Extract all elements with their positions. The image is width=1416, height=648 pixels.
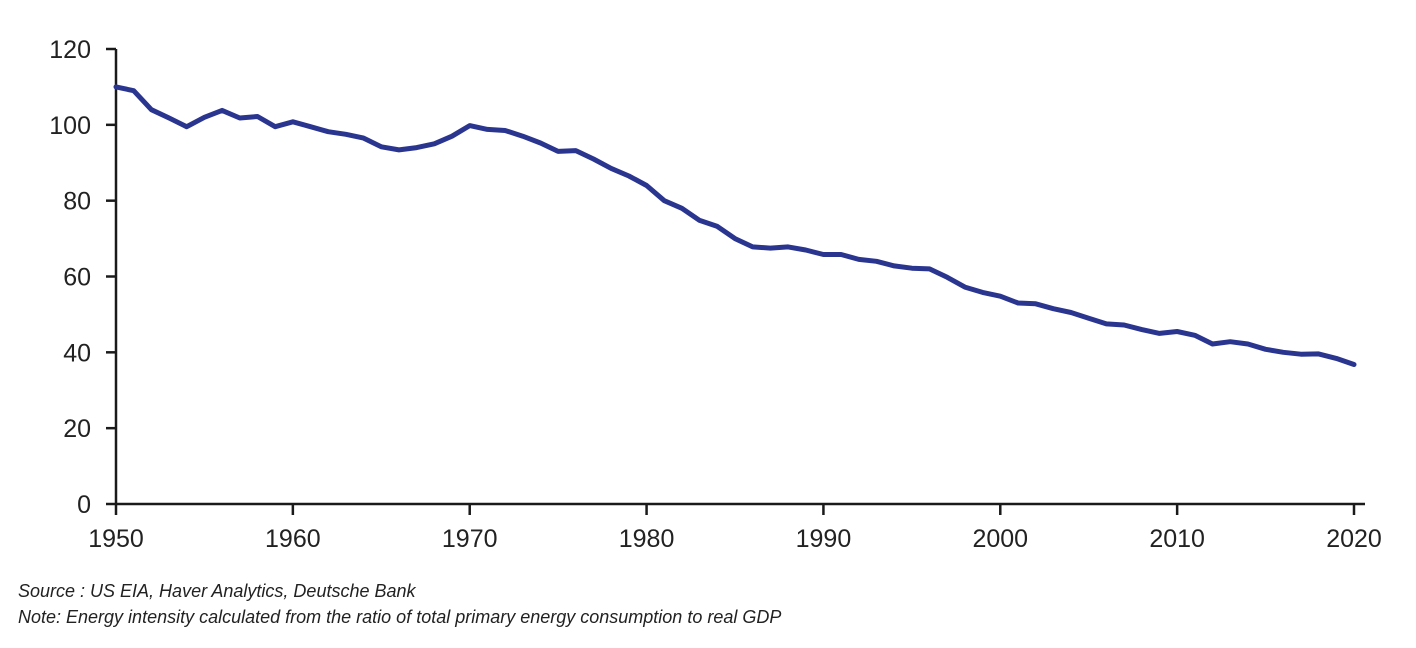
x-tick-label: 1970 xyxy=(442,525,498,553)
y-tick-label: 60 xyxy=(63,264,91,292)
x-tick-label: 2020 xyxy=(1326,525,1382,553)
y-tick-label: 80 xyxy=(63,188,91,216)
line-chart: 0 20 40 60 80 100 120 1950 1960 1970 1980 1990 2000… xyxy=(49,36,1382,553)
chart-notes: Source : US EIA, Haver Analytics, Deutsc… xyxy=(18,578,781,630)
y-tick-label: 120 xyxy=(49,36,91,64)
x-tick-label: 1960 xyxy=(265,525,321,553)
x-tick-label: 1980 xyxy=(619,525,675,553)
y-tick-label: 100 xyxy=(49,112,91,140)
x-tick-label: 2010 xyxy=(1149,525,1205,553)
series-line xyxy=(113,84,1357,367)
y-tick-label: 40 xyxy=(63,339,91,367)
y-tick-label: 0 xyxy=(77,491,91,519)
x-tick-label: 2000 xyxy=(972,525,1028,553)
x-tick-label: 1950 xyxy=(88,525,144,553)
x-axis: 1950 1960 1970 1980 1990 2000 2010 2020 xyxy=(88,502,1382,553)
source-note: Source : US EIA, Haver Analytics, Deutsc… xyxy=(18,581,416,601)
series-group xyxy=(113,84,1357,367)
x-tick-label: 1990 xyxy=(796,525,852,553)
y-tick-label: 20 xyxy=(63,415,91,443)
y-axis: 0 20 40 60 80 100 120 xyxy=(49,36,118,519)
methodology-note: Note: Energy intensity calculated from t… xyxy=(18,607,782,627)
